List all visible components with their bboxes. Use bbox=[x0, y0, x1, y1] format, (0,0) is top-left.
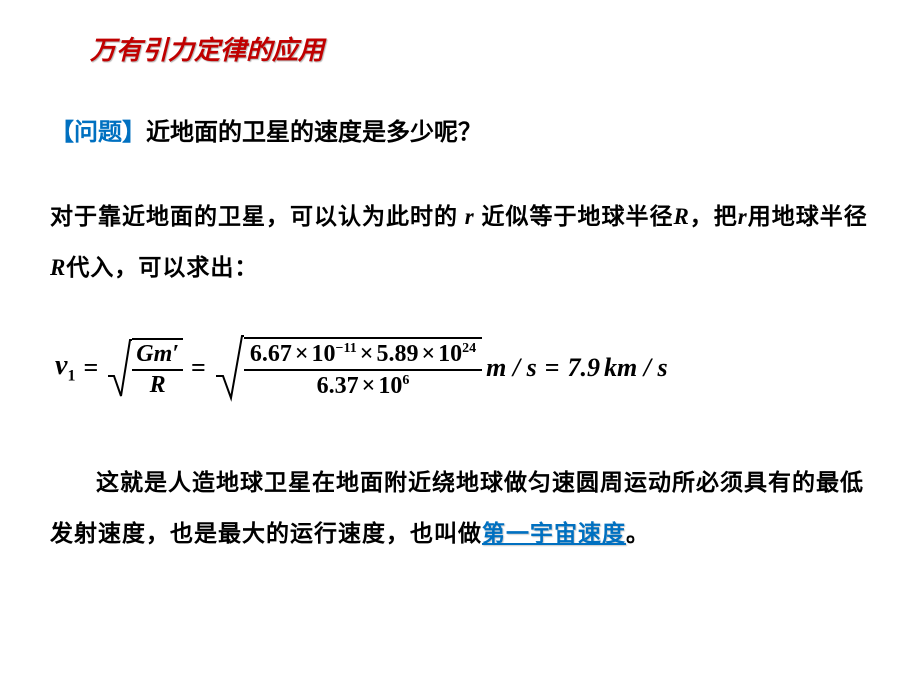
unit-kms: km / s bbox=[604, 353, 668, 383]
equals-2: = bbox=[191, 353, 206, 383]
v-letter: v bbox=[55, 350, 67, 381]
paragraph-2: 这就是人造地球卫星在地面附近绕地球做匀速圆周运动所必须具有的最低发射速度，也是最… bbox=[50, 458, 870, 559]
p2-t1: 这就是人造地球卫星在地面附近绕地球做匀速圆周运动所必须具有的最低发射速度，也是最… bbox=[50, 470, 864, 546]
first-cosmic-velocity: 第一宇宙速度 bbox=[482, 521, 626, 546]
num-x1: × bbox=[295, 341, 309, 367]
den-a: 6.37 bbox=[317, 373, 359, 399]
p1-t5: 代入，可以求出： bbox=[66, 255, 258, 280]
p1-r2: r bbox=[738, 204, 748, 229]
bracket-open: 【 bbox=[50, 120, 74, 146]
v1-symbol: v1 bbox=[55, 350, 75, 386]
sqrt-1: Gm′ R bbox=[106, 336, 183, 400]
num-x3: × bbox=[421, 341, 435, 367]
num-b: 10 bbox=[312, 341, 336, 367]
unit-ms: m / s bbox=[486, 353, 537, 383]
question-label: 问题 bbox=[74, 120, 122, 146]
den-exp: 6 bbox=[402, 373, 409, 388]
num-exp1: −11 bbox=[336, 341, 357, 356]
p1-r: r bbox=[465, 204, 475, 229]
question-text: 近地面的卫星的速度是多少呢？ bbox=[146, 120, 482, 146]
num-x2: × bbox=[360, 341, 374, 367]
question-line: 【问题】近地面的卫星的速度是多少呢？ bbox=[50, 112, 870, 147]
num-d: 10 bbox=[438, 341, 462, 367]
p1-R1: R bbox=[673, 204, 689, 229]
fraction-2: 6.67×10−11×5.89×1024 6.37×106 bbox=[244, 337, 482, 400]
v-sub: 1 bbox=[67, 368, 75, 385]
paragraph-1: 对于靠近地面的卫星，可以认为此时的 r 近似等于地球半径R，把r用地球半径R代入… bbox=[50, 192, 870, 293]
result-value: 7.9 bbox=[568, 353, 601, 383]
equals-3: = bbox=[545, 353, 560, 383]
p1-t4: 用地球半径 bbox=[748, 204, 868, 229]
frac1-den: R bbox=[150, 371, 166, 398]
den-x: × bbox=[362, 373, 376, 399]
p1-t3: ，把 bbox=[690, 204, 738, 229]
formula: v1 = Gm′ R = 6.67×10−11×5.89×1024 bbox=[55, 328, 870, 408]
bracket-close: 】 bbox=[122, 120, 146, 146]
p1-R2: R bbox=[50, 255, 66, 280]
frac2-den: 6.37×106 bbox=[317, 371, 410, 399]
page-title: 万有引力定律的应用 bbox=[90, 30, 870, 67]
sqrt-2: 6.67×10−11×5.89×1024 6.37×106 bbox=[214, 332, 482, 404]
den-b: 10 bbox=[378, 373, 402, 399]
fraction-1: Gm′ R bbox=[132, 338, 183, 398]
num-c: 5.89 bbox=[376, 341, 418, 367]
equals-1: = bbox=[83, 353, 98, 383]
num-exp2: 24 bbox=[462, 341, 476, 356]
p1-t1: 对于靠近地面的卫星，可以认为此时的 bbox=[50, 204, 465, 229]
p2-t2: 。 bbox=[626, 521, 650, 546]
num-a: 6.67 bbox=[250, 341, 292, 367]
frac2-num: 6.67×10−11×5.89×1024 bbox=[244, 341, 482, 371]
radical-2-icon bbox=[214, 332, 244, 404]
frac1-num: Gm′ bbox=[132, 342, 183, 371]
radical-1-icon bbox=[106, 336, 132, 400]
p1-t2: 近似等于地球半径 bbox=[475, 204, 674, 229]
